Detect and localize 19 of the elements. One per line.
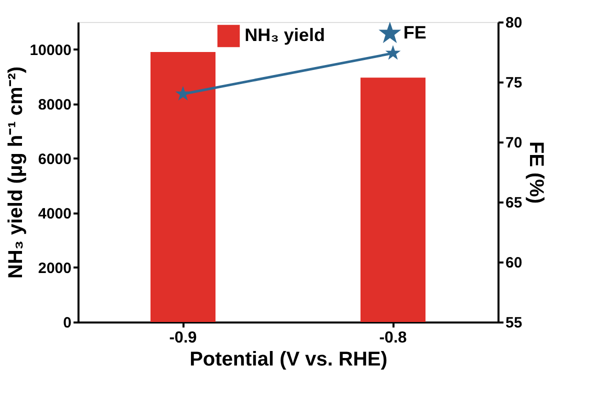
y2-tick-label: 65	[506, 194, 522, 212]
y2-tick-label: 75	[506, 74, 522, 92]
y-tick-label: 8000	[38, 96, 72, 114]
y2-tick-label: 80	[506, 14, 522, 32]
y2-axis-title: FE (%)	[525, 141, 548, 204]
y-tick-label: 4000	[38, 205, 72, 222]
x-tick-label: -0.9	[169, 330, 197, 346]
y-tick-label: 0	[63, 314, 72, 332]
y2-tick-label: 60	[506, 254, 522, 272]
y2-tick-label: 70	[506, 134, 522, 152]
legend-label: NH₃ yield	[244, 25, 325, 45]
x-axis-title: Potential (V vs. RHE)	[190, 348, 388, 370]
y-tick-label: 10000	[30, 42, 72, 59]
y-axis-title: NH₃ yield (μg h⁻¹ cm⁻²)	[4, 66, 27, 279]
y2-tick-label: 55	[506, 314, 522, 332]
x-tick-label: -0.8	[379, 330, 407, 346]
y-tick-label: 6000	[38, 150, 72, 168]
y-tick-label: 2000	[38, 260, 72, 277]
legend-label: FE	[403, 22, 426, 42]
